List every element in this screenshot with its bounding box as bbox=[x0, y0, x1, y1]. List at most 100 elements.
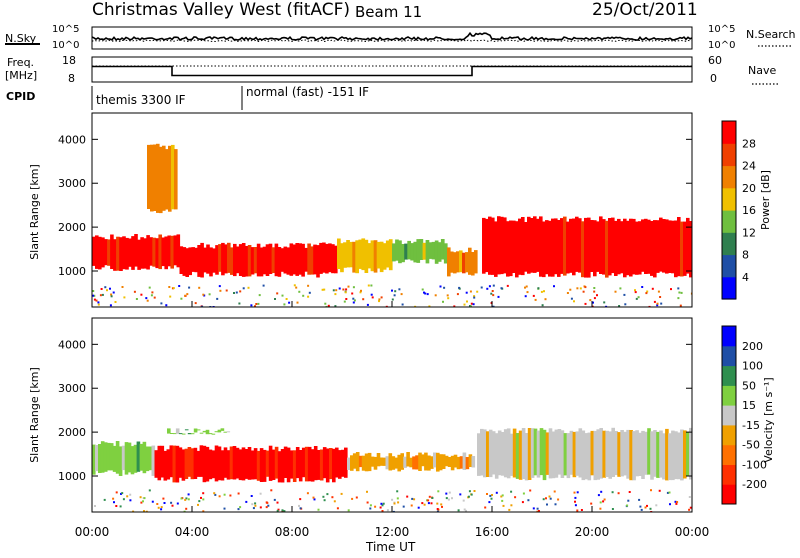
range-gate-cell bbox=[295, 243, 299, 276]
range-gate-cell bbox=[182, 247, 187, 276]
scatter-cell bbox=[396, 490, 399, 493]
range-gate-cell bbox=[413, 241, 418, 263]
scatter-cell bbox=[178, 285, 181, 287]
range-gate-cell bbox=[233, 243, 237, 277]
scatter-cell bbox=[129, 493, 132, 496]
scatter-cell bbox=[645, 292, 648, 295]
scatter-cell bbox=[153, 296, 156, 299]
scatter-cell bbox=[423, 291, 425, 294]
range-gate-cell bbox=[644, 431, 648, 475]
range-gate-cell bbox=[283, 446, 288, 478]
range-gate-cell bbox=[220, 450, 225, 481]
range-gate-cell bbox=[539, 216, 543, 277]
scatter-cell bbox=[536, 510, 539, 512]
range-gate-cell bbox=[512, 220, 516, 273]
range-gate-cell bbox=[527, 216, 531, 274]
range-gate-cell bbox=[301, 243, 305, 277]
cpid-panel: CPID themis 3300 IF normal (fast) -151 I… bbox=[6, 85, 369, 110]
scatter-cell bbox=[277, 508, 280, 511]
scatter-cell bbox=[445, 497, 448, 500]
scatter-cell bbox=[306, 492, 309, 495]
colorbar-tick-label: -50 bbox=[742, 439, 760, 452]
range-gate-cell bbox=[376, 453, 381, 467]
scatter-cell bbox=[250, 495, 253, 497]
colorbar-tick-label: 24 bbox=[742, 160, 756, 173]
range-gate-cell bbox=[482, 217, 486, 274]
scatter-cell bbox=[532, 294, 535, 297]
scatter-cell bbox=[393, 294, 396, 297]
scatter-cell bbox=[262, 284, 265, 287]
range-gate-cell bbox=[265, 450, 270, 477]
range-gate-cell bbox=[370, 456, 375, 467]
scatter-cell bbox=[391, 298, 394, 301]
scatter-cell bbox=[676, 501, 679, 503]
range-gate-cell bbox=[566, 433, 571, 479]
range-gate-cell bbox=[412, 456, 416, 470]
scatter-cell bbox=[488, 285, 491, 288]
range-gate-cell bbox=[170, 235, 174, 269]
scatter-cell bbox=[360, 289, 362, 292]
power-panel: 1000 2000 3000 4000 Slant Range [km] 28 24 20… bbox=[28, 112, 772, 308]
scatter-cell bbox=[252, 507, 255, 510]
scatter-cell bbox=[457, 509, 460, 512]
range-gate-cell bbox=[209, 247, 213, 277]
scatter-cell bbox=[367, 284, 370, 287]
range-gate-cell bbox=[617, 432, 621, 477]
range-gate-cell bbox=[385, 456, 390, 470]
range-gate-cell bbox=[515, 433, 520, 479]
range-gate-cell bbox=[253, 448, 258, 480]
scatter-cell bbox=[428, 305, 431, 307]
scatter-cell bbox=[397, 501, 400, 504]
scatter-cell bbox=[151, 291, 154, 294]
x-axis-label: Time UT bbox=[365, 540, 416, 554]
scatter-cell bbox=[497, 295, 500, 298]
range-gate-cell bbox=[626, 220, 630, 276]
range-gate-cell bbox=[394, 457, 398, 469]
scatter-cell bbox=[151, 500, 154, 503]
range-gate-cell bbox=[137, 239, 141, 270]
range-gate-cell bbox=[283, 246, 288, 274]
range-gate-cell bbox=[176, 234, 181, 268]
scatter-cell bbox=[656, 304, 659, 307]
scatter-cell bbox=[396, 497, 399, 500]
scatter-cell bbox=[670, 288, 672, 291]
scatter-cell bbox=[258, 294, 261, 297]
range-gate-cell bbox=[214, 431, 219, 433]
range-gate-cell bbox=[206, 244, 210, 274]
scatter-cell bbox=[576, 509, 579, 512]
range-gate-cell bbox=[214, 445, 219, 482]
scatter-cell bbox=[281, 294, 284, 297]
range-gate-cell bbox=[500, 432, 505, 476]
scatter-cell bbox=[344, 291, 347, 294]
range-gate-cell bbox=[229, 446, 234, 480]
range-gate-cell bbox=[427, 455, 431, 471]
range-gate-cell bbox=[238, 244, 243, 276]
range-gate-cell bbox=[358, 455, 363, 468]
scatter-cell bbox=[160, 302, 163, 305]
colorbar-swatch bbox=[722, 424, 736, 446]
scatter-cell bbox=[593, 287, 596, 289]
range-gate-cell bbox=[200, 242, 204, 278]
range-gate-cell bbox=[292, 450, 297, 482]
range-gate-cell bbox=[168, 145, 172, 212]
velocity-yticks: 1000 2000 3000 4000 bbox=[58, 338, 692, 483]
scatter-cell bbox=[121, 492, 124, 495]
scatter-cell bbox=[109, 304, 112, 307]
range-gate-cell bbox=[107, 239, 111, 266]
scatter-cell bbox=[623, 293, 626, 296]
scatter-cell bbox=[302, 294, 305, 297]
range-gate-cell bbox=[352, 241, 356, 273]
scatter-cell bbox=[183, 510, 186, 512]
scatter-cell bbox=[197, 503, 199, 506]
range-gate-cell bbox=[599, 216, 603, 274]
scatter-cell bbox=[501, 494, 504, 497]
x-tick-label: 08:00 bbox=[275, 525, 310, 539]
range-gate-cell bbox=[494, 221, 498, 277]
range-gate-cell bbox=[364, 453, 369, 472]
scatter-cell bbox=[237, 492, 240, 495]
scatter-cell bbox=[129, 499, 132, 502]
scatter-cell bbox=[458, 286, 461, 289]
scatter-cell bbox=[641, 286, 644, 288]
scatter-cell bbox=[500, 287, 503, 290]
